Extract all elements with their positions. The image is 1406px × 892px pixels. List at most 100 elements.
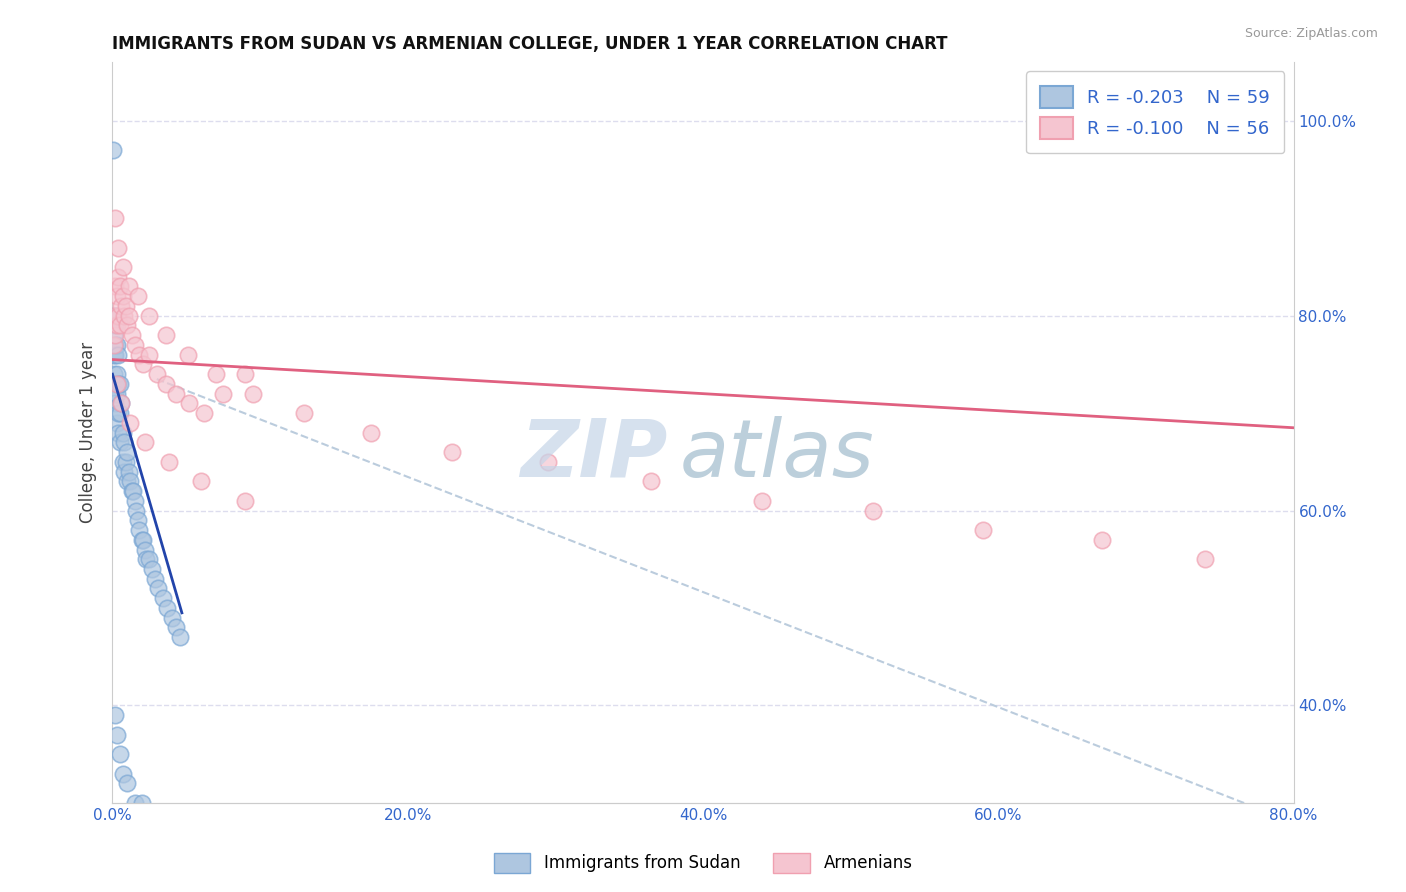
Point xyxy=(108,406,131,420)
Point xyxy=(132,533,155,547)
Point xyxy=(973,523,995,537)
Point xyxy=(108,435,131,450)
Point xyxy=(110,396,132,410)
Point xyxy=(120,475,142,489)
Point xyxy=(165,620,187,634)
Point xyxy=(111,425,134,440)
Point xyxy=(152,591,174,606)
Point xyxy=(120,416,142,430)
Point xyxy=(155,376,177,391)
Point xyxy=(441,445,464,459)
Point xyxy=(108,279,131,293)
Point xyxy=(105,376,128,391)
Point xyxy=(105,728,128,742)
Point xyxy=(117,445,138,459)
Point xyxy=(118,279,141,293)
Point xyxy=(104,318,127,333)
Point xyxy=(104,386,127,401)
Point xyxy=(537,455,560,469)
Point xyxy=(138,552,160,566)
Y-axis label: College, Under 1 year: College, Under 1 year xyxy=(79,342,97,524)
Point xyxy=(127,513,149,527)
Point xyxy=(233,493,256,508)
Point xyxy=(105,386,128,401)
Point xyxy=(103,309,125,323)
Point xyxy=(114,455,136,469)
Text: IMMIGRANTS FROM SUDAN VS ARMENIAN COLLEGE, UNDER 1 YEAR CORRELATION CHART: IMMIGRANTS FROM SUDAN VS ARMENIAN COLLEG… xyxy=(112,35,948,53)
Point xyxy=(242,386,264,401)
Point xyxy=(104,396,127,410)
Point xyxy=(107,240,129,255)
Point xyxy=(143,572,166,586)
Point xyxy=(107,309,129,323)
Point xyxy=(124,796,146,810)
Point xyxy=(132,358,155,372)
Point xyxy=(212,386,235,401)
Point xyxy=(117,475,138,489)
Point xyxy=(117,776,138,790)
Point xyxy=(112,309,135,323)
Point xyxy=(107,406,129,420)
Point xyxy=(127,289,149,303)
Point xyxy=(104,328,127,343)
Point xyxy=(360,425,382,440)
Point xyxy=(110,396,132,410)
Point xyxy=(108,747,131,761)
Point xyxy=(146,367,169,381)
Point xyxy=(128,348,150,362)
Point xyxy=(103,338,125,352)
Point xyxy=(640,475,662,489)
Point xyxy=(103,348,125,362)
Point xyxy=(104,348,127,362)
Point xyxy=(103,309,125,323)
Point xyxy=(157,455,180,469)
Point xyxy=(114,299,136,313)
Point xyxy=(105,309,128,323)
Point xyxy=(103,143,125,157)
Point xyxy=(205,367,228,381)
Text: Source: ZipAtlas.com: Source: ZipAtlas.com xyxy=(1244,27,1378,40)
Point xyxy=(121,484,143,499)
Point xyxy=(190,475,212,489)
Text: ZIP: ZIP xyxy=(520,416,668,494)
Point xyxy=(112,465,135,479)
Point xyxy=(160,610,183,624)
Legend: Immigrants from Sudan, Armenians: Immigrants from Sudan, Armenians xyxy=(486,847,920,880)
Point xyxy=(111,289,134,303)
Point xyxy=(104,338,127,352)
Point xyxy=(111,766,134,780)
Point xyxy=(111,260,134,274)
Point xyxy=(233,367,256,381)
Point xyxy=(117,318,138,333)
Point xyxy=(128,523,150,537)
Point xyxy=(1091,533,1114,547)
Point xyxy=(108,376,131,391)
Point xyxy=(134,542,156,557)
Point xyxy=(131,533,153,547)
Point xyxy=(124,338,146,352)
Point xyxy=(138,348,160,362)
Point xyxy=(169,630,191,644)
Point xyxy=(131,796,153,810)
Point xyxy=(107,269,129,284)
Point xyxy=(138,309,160,323)
Point xyxy=(112,435,135,450)
Point xyxy=(124,493,146,508)
Point xyxy=(165,386,187,401)
Point xyxy=(105,367,128,381)
Point xyxy=(987,873,1010,888)
Text: atlas: atlas xyxy=(679,416,875,494)
Legend: R = -0.203    N = 59, R = -0.100    N = 56: R = -0.203 N = 59, R = -0.100 N = 56 xyxy=(1026,71,1285,153)
Point xyxy=(193,406,215,420)
Point xyxy=(104,708,127,723)
Point xyxy=(104,376,127,391)
Point xyxy=(118,309,141,323)
Point xyxy=(121,328,143,343)
Point xyxy=(107,348,129,362)
Point xyxy=(148,582,170,596)
Point xyxy=(104,211,127,226)
Point xyxy=(177,348,200,362)
Point xyxy=(107,376,129,391)
Point xyxy=(155,328,177,343)
Point xyxy=(105,416,128,430)
